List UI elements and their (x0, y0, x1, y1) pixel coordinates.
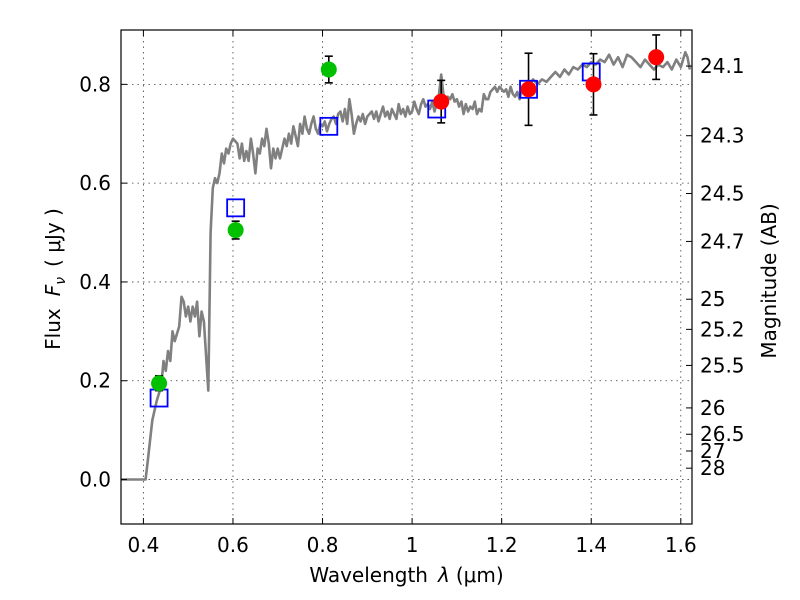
plot-frame (120, 29, 693, 525)
mag-tick-label: 24.1 (700, 54, 745, 78)
mag-tick-label: 25.5 (700, 353, 745, 377)
model-photometry-square (519, 79, 538, 99)
model-photometry-square (226, 198, 246, 218)
x-tick-label: 0.6 (217, 533, 249, 557)
x-tick-label: 1.4 (575, 533, 607, 557)
observed-point-red (433, 93, 450, 110)
x-tick-label: 1.2 (486, 533, 518, 557)
observed-point-red (585, 76, 602, 93)
mag-tick-label: 25.2 (700, 317, 745, 341)
observed-point-green (227, 222, 244, 239)
mag-tick-label: 27 (700, 439, 725, 463)
observed-photometry-layer (151, 49, 665, 392)
x-tick-label: 0.8 (307, 533, 339, 557)
y-axis-label-text: Flux (41, 308, 65, 350)
y-axis-label: Flux Fν ( μJy ) (41, 208, 69, 350)
x-axis-label-unit: (μm) (456, 563, 504, 587)
mag-tick-label: 24.5 (700, 182, 745, 206)
y-tick-label: 0.4 (79, 270, 111, 294)
grid (121, 30, 692, 524)
x-axis-label: Wavelength λ (μm) (309, 563, 503, 587)
x-axis-label-symbol: λ (437, 563, 450, 587)
error-bars-layer (155, 34, 661, 392)
y-axis-label-symbol: F (41, 284, 65, 296)
model-photometry-square (319, 116, 339, 136)
x-tick-label: 1.6 (665, 533, 697, 557)
y-axis-label-subscript: ν (53, 277, 69, 285)
observed-point-green (320, 61, 337, 78)
y-axis-label-unit: ( μJy ) (41, 208, 65, 267)
mag-tick-label: 26.5 (700, 422, 745, 446)
y2-axis-label: Magnitude (AB) (757, 203, 781, 358)
mag-tick-label: 24.7 (700, 229, 745, 253)
observed-point-green (151, 375, 168, 392)
mag-tick-label: 24.3 (700, 124, 745, 148)
x-axis-label-text: Wavelength (309, 563, 428, 587)
mag-tick-label: 26 (700, 396, 725, 420)
model-spectrum-layer (121, 50, 692, 481)
y-tick-label: 0.8 (79, 72, 111, 96)
x-tick-label: 0.4 (127, 533, 159, 557)
y-tick-label: 0.2 (79, 369, 111, 393)
mag-tick-label: 28 (700, 456, 725, 480)
observed-point-red (648, 49, 665, 66)
observed-point-red (520, 81, 537, 98)
axis-ticks: 0.4 0.6 0.8 1 1.2 1.4 1.6 0.0 0.2 0.4 0.6 0.8 24.1 24… (79, 30, 745, 557)
y-tick-label: 0.0 (79, 468, 111, 492)
model-spectrum-line (121, 50, 692, 481)
y-tick-label: 0.6 (79, 171, 111, 195)
mag-tick-label: 25 (700, 287, 725, 311)
x-tick-label: 1 (406, 533, 419, 557)
